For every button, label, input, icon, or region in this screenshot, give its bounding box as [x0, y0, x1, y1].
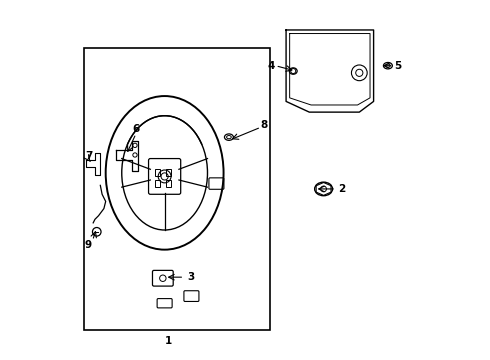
Text: 3: 3	[187, 272, 195, 282]
Text: 6: 6	[132, 124, 140, 134]
Text: 8: 8	[261, 120, 268, 130]
Text: 2: 2	[338, 184, 345, 194]
Text: 7: 7	[85, 151, 92, 161]
Text: 1: 1	[165, 337, 172, 346]
Text: 5: 5	[394, 61, 401, 71]
Polygon shape	[286, 30, 373, 112]
Text: 9: 9	[85, 240, 92, 250]
Text: 4: 4	[267, 61, 274, 71]
